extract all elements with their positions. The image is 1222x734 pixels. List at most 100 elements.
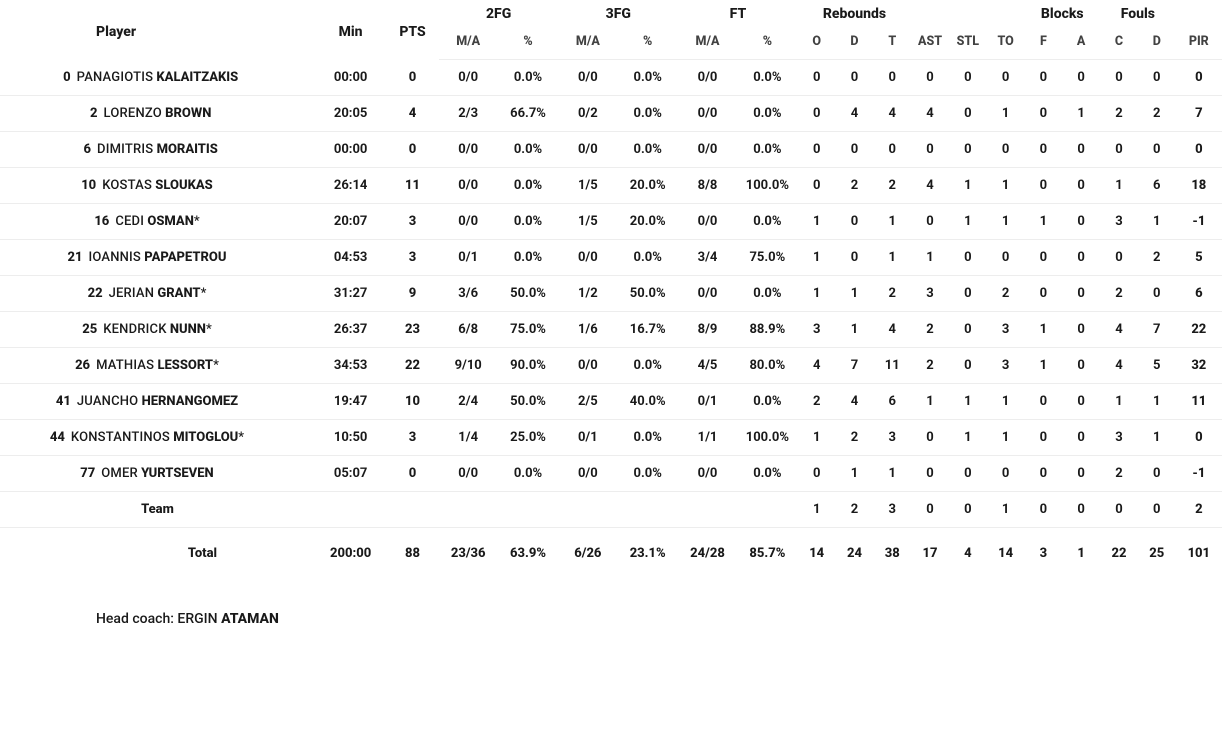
player-name-cell[interactable]: 25KENDRICK NUNN* bbox=[0, 312, 315, 348]
cell-ast: 2 bbox=[911, 348, 949, 384]
cell-blk_f: 0 bbox=[1024, 420, 1062, 456]
player-row[interactable]: 26MATHIAS LESSORT*34:53229/1090.0%0/00.0… bbox=[0, 348, 1222, 384]
cell-blk_a: 0 bbox=[1062, 420, 1100, 456]
player-row[interactable]: 2LORENZO BROWN20:0542/366.7%0/20.0%0/00.… bbox=[0, 96, 1222, 132]
cell-pts: 3 bbox=[386, 204, 438, 240]
player-row[interactable]: 16CEDI OSMAN*20:0730/00.0%1/520.0%0/00.0… bbox=[0, 204, 1222, 240]
cell-fg3_pct: 40.0% bbox=[617, 384, 678, 420]
cell-fg2_ma: 2/3 bbox=[439, 96, 498, 132]
cell-ast: 3 bbox=[911, 276, 949, 312]
cell-fg3_pct: 16.7% bbox=[617, 312, 678, 348]
cell-fg2_pct: 50.0% bbox=[498, 384, 559, 420]
player-number: 21 bbox=[58, 250, 82, 265]
cell-blk_a: 0 bbox=[1062, 60, 1100, 96]
player-name-cell[interactable]: 2LORENZO BROWN bbox=[0, 96, 315, 132]
cell-to: 0 bbox=[987, 456, 1025, 492]
cell-reb_t: 11 bbox=[873, 348, 911, 384]
player-number: 16 bbox=[85, 214, 109, 229]
cell-to: 0 bbox=[987, 240, 1025, 276]
header-fls: Fouls bbox=[1100, 4, 1176, 24]
player-name-cell[interactable]: 21IOANNIS PAPAPETROU bbox=[0, 240, 315, 276]
player-name-cell[interactable]: 10KOSTAS SLOUKAS bbox=[0, 168, 315, 204]
player-name-cell[interactable]: 0PANAGIOTIS KALAITZAKIS bbox=[0, 60, 315, 96]
player-row[interactable]: 44KONSTANTINOS MITOGLOU*10:5031/425.0%0/… bbox=[0, 420, 1222, 456]
cell-min: 26:14 bbox=[315, 168, 386, 204]
player-first: KENDRICK bbox=[103, 322, 166, 337]
cell-fg3_ma: 1/2 bbox=[558, 276, 617, 312]
starter-icon: * bbox=[238, 430, 244, 445]
cell-blk_f: 0 bbox=[1024, 96, 1062, 132]
cell-reb_d: 7 bbox=[836, 348, 874, 384]
sub-3fg-pct: % bbox=[617, 24, 678, 60]
cell-ast: 4 bbox=[911, 96, 949, 132]
cell-ft_pct: 80.0% bbox=[737, 348, 798, 384]
player-last: HERNANGOMEZ bbox=[142, 394, 239, 409]
cell-pir: 0 bbox=[1176, 60, 1222, 96]
cell-fl_c: 0 bbox=[1100, 240, 1138, 276]
cell-fg2_pct: 63.9% bbox=[498, 528, 559, 584]
cell-pir: 2 bbox=[1176, 492, 1222, 528]
player-name-cell[interactable]: 16CEDI OSMAN* bbox=[0, 204, 315, 240]
player-name-cell[interactable]: 22JERIAN GRANT* bbox=[0, 276, 315, 312]
cell-ft_ma: 1/1 bbox=[678, 420, 737, 456]
cell-pts: 88 bbox=[386, 528, 438, 584]
cell-blk_f: 0 bbox=[1024, 240, 1062, 276]
player-row[interactable]: 6DIMITRIS MORAITIS00:0000/00.0%0/00.0%0/… bbox=[0, 132, 1222, 168]
cell-ast: 0 bbox=[911, 132, 949, 168]
cell-ft_pct: 0.0% bbox=[737, 60, 798, 96]
cell-fl_c: 2 bbox=[1100, 456, 1138, 492]
cell-fl_c: 0 bbox=[1100, 60, 1138, 96]
player-row[interactable]: 22JERIAN GRANT*31:2793/650.0%1/250.0%0/0… bbox=[0, 276, 1222, 312]
player-last: BROWN bbox=[165, 106, 211, 121]
cell-fg2_pct: 50.0% bbox=[498, 276, 559, 312]
boxscore-scroll[interactable]: Player Min PTS 2FG 3FG FT Rebounds Block… bbox=[0, 4, 1222, 583]
cell-ft_ma: 0/1 bbox=[678, 384, 737, 420]
player-name-cell[interactable]: 26MATHIAS LESSORT* bbox=[0, 348, 315, 384]
cell-reb_d: 0 bbox=[836, 132, 874, 168]
cell-fg2_ma: 6/8 bbox=[439, 312, 498, 348]
cell-min: 26:37 bbox=[315, 312, 386, 348]
player-row[interactable]: 0PANAGIOTIS KALAITZAKIS00:0000/00.0%0/00… bbox=[0, 60, 1222, 96]
player-name-cell[interactable]: 41JUANCHO HERNANGOMEZ bbox=[0, 384, 315, 420]
cell-to: 3 bbox=[987, 348, 1025, 384]
cell-reb_o: 4 bbox=[798, 348, 836, 384]
cell-to: 1 bbox=[987, 420, 1025, 456]
player-name-cell[interactable]: 6DIMITRIS MORAITIS bbox=[0, 132, 315, 168]
cell-reb_d: 2 bbox=[836, 168, 874, 204]
cell-ft_pct: 0.0% bbox=[737, 132, 798, 168]
player-last: MORAITIS bbox=[157, 142, 218, 157]
player-last: YURTSEVEN bbox=[141, 466, 214, 481]
cell-stl: 0 bbox=[949, 60, 987, 96]
cell-fl_c: 2 bbox=[1100, 96, 1138, 132]
cell-blk_f: 0 bbox=[1024, 492, 1062, 528]
team-row: Team12300100002 bbox=[0, 492, 1222, 528]
cell-reb_d: 4 bbox=[836, 96, 874, 132]
player-last: MITOGLOU bbox=[173, 430, 238, 445]
cell-blk_a: 0 bbox=[1062, 312, 1100, 348]
head-coach-label: Head coach: bbox=[96, 611, 174, 627]
cell-fg2_pct: 0.0% bbox=[498, 132, 559, 168]
cell-min: 05:07 bbox=[315, 456, 386, 492]
player-row[interactable]: 77OMER YURTSEVEN05:0700/00.0%0/00.0%0/00… bbox=[0, 456, 1222, 492]
cell-fg3_pct: 0.0% bbox=[617, 348, 678, 384]
cell-reb_t: 1 bbox=[873, 204, 911, 240]
cell-fg3_ma bbox=[558, 492, 617, 528]
cell-ft_ma: 0/0 bbox=[678, 276, 737, 312]
cell-pir: 0 bbox=[1176, 420, 1222, 456]
cell-reb_d: 2 bbox=[836, 420, 874, 456]
player-row[interactable]: 41JUANCHO HERNANGOMEZ19:47102/450.0%2/54… bbox=[0, 384, 1222, 420]
player-row[interactable]: 10KOSTAS SLOUKAS26:14110/00.0%1/520.0%8/… bbox=[0, 168, 1222, 204]
cell-fg3_ma: 0/0 bbox=[558, 60, 617, 96]
player-row[interactable]: 21IOANNIS PAPAPETROU04:5330/10.0%0/00.0%… bbox=[0, 240, 1222, 276]
cell-ft_pct bbox=[737, 492, 798, 528]
sub-reb-t: T bbox=[873, 24, 911, 60]
player-name-cell[interactable]: 44KONSTANTINOS MITOGLOU* bbox=[0, 420, 315, 456]
player-number: 77 bbox=[71, 466, 95, 481]
player-name-cell[interactable]: 77OMER YURTSEVEN bbox=[0, 456, 315, 492]
header-reb: Rebounds bbox=[798, 4, 911, 24]
cell-ast: 1 bbox=[911, 240, 949, 276]
player-row[interactable]: 25KENDRICK NUNN*26:37236/875.0%1/616.7%8… bbox=[0, 312, 1222, 348]
cell-reb_t: 6 bbox=[873, 384, 911, 420]
cell-to: 0 bbox=[987, 132, 1025, 168]
cell-pts: 22 bbox=[386, 348, 438, 384]
